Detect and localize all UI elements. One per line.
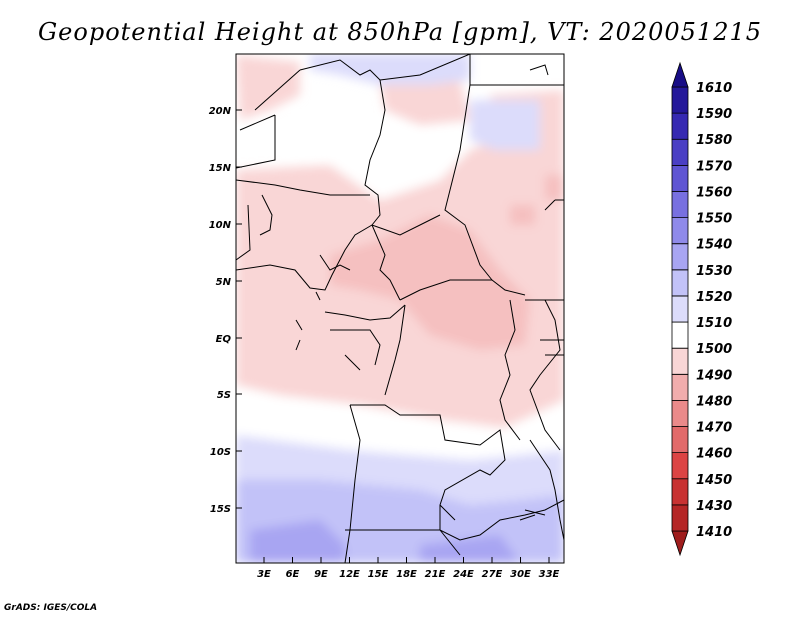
lon-label: 3E	[257, 569, 271, 580]
colorbar-label: 1470	[696, 421, 732, 436]
colorbar-segment	[671, 426, 689, 454]
colorbar-segment	[671, 530, 689, 557]
lat-label: 10N	[209, 220, 232, 231]
lat-label: 5S	[217, 390, 231, 401]
colorbar-label: 1510	[696, 316, 732, 331]
colorbar-segment	[671, 243, 689, 271]
colorbar-segment	[671, 321, 689, 349]
colorbar-label: 1450	[696, 473, 732, 488]
lat-label: 5N	[216, 277, 232, 288]
colorbar-label: 1580	[696, 133, 732, 148]
lon-label: 6E	[286, 569, 300, 580]
colorbar-segment	[671, 373, 689, 401]
colorbar-segment	[671, 164, 689, 192]
lon-label: 12E	[339, 569, 360, 580]
colorbar-segment	[671, 138, 689, 166]
colorbar-segment	[671, 112, 689, 140]
colorbar-segment	[671, 452, 689, 480]
colorbar-label: 1590	[696, 107, 732, 122]
lon-label: 18E	[396, 569, 417, 580]
latitude-axis: 20N 15N 10N 5N EQ 5S 10S 15S	[209, 106, 242, 515]
colorbar-label: 1610	[696, 81, 732, 96]
colorbar-label: 1480	[696, 394, 732, 409]
lon-label: 30E	[510, 569, 531, 580]
colorbar-label: 1520	[696, 290, 732, 305]
colorbar-segment	[671, 191, 689, 218]
colorbar-segment	[671, 478, 689, 506]
lat-label: 20N	[209, 106, 232, 117]
lat-label: 15S	[210, 504, 231, 515]
lon-label: 21E	[425, 569, 446, 580]
lon-label: 9E	[314, 569, 328, 580]
colorbar-segment	[671, 504, 689, 532]
lon-label: 27E	[482, 569, 503, 580]
colorbar-label: 1530	[696, 264, 732, 279]
colorbar-label: 1430	[696, 499, 732, 514]
lat-label: 10S	[210, 447, 231, 458]
map-frame	[235, 53, 565, 564]
colorbar-segment	[671, 269, 689, 297]
colorbar-label: 1500	[696, 342, 732, 357]
colorbar-segment	[671, 61, 689, 88]
grads-credit: GrADS: IGES/COLA	[4, 603, 98, 613]
colorbar-label: 1550	[696, 212, 732, 227]
country-borders	[236, 54, 564, 563]
chart-title: Geopotential Height at 850hPa [gpm], VT:…	[38, 18, 762, 46]
lat-label: 15N	[209, 163, 232, 174]
lon-label: 33E	[539, 569, 560, 580]
colorbar-label: 1560	[696, 185, 732, 200]
colorbar-label: 1410	[696, 525, 732, 540]
colorbar: 1410 1430 1450 1460 1470 1480 1490 1500 1510 1520…	[671, 61, 732, 557]
lon-label: 15E	[368, 569, 389, 580]
colorbar-segment	[671, 347, 689, 375]
colorbar-label: 1540	[696, 238, 732, 253]
colorbar-label: 1460	[696, 447, 732, 462]
longitude-axis: 3E 6E 9E 12E 15E 18E 21E 24E 27E 30E 33E	[257, 557, 560, 580]
geopotential-shading	[236, 54, 564, 563]
colorbar-segment	[671, 295, 689, 323]
colorbar-label: 1570	[696, 159, 732, 174]
colorbar-segment	[671, 400, 689, 427]
lon-label: 24E	[453, 569, 474, 580]
colorbar-segment	[671, 217, 689, 245]
lat-label: EQ	[216, 334, 232, 345]
colorbar-label: 1490	[696, 368, 732, 383]
colorbar-segment	[671, 86, 689, 114]
